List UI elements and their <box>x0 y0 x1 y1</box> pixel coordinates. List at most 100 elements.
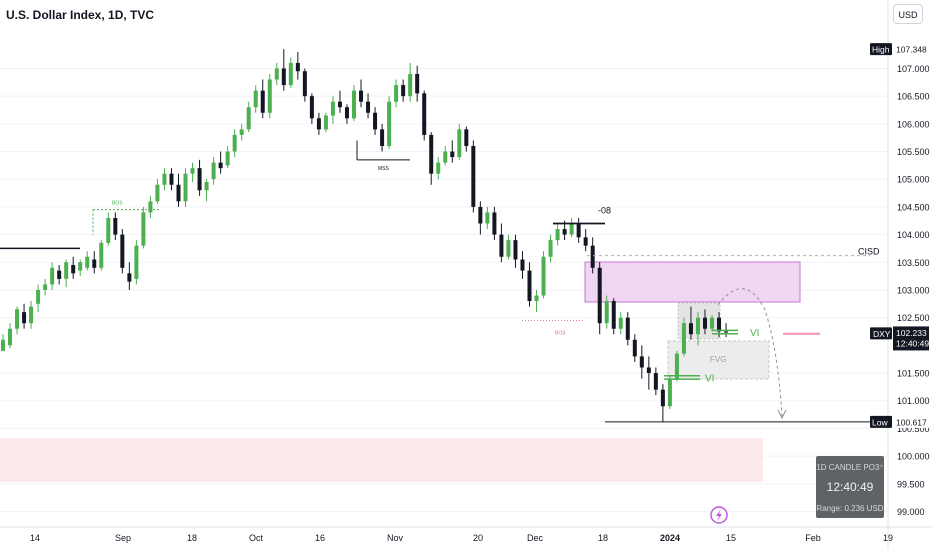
candle <box>513 234 518 268</box>
candle-body <box>527 270 532 302</box>
candle <box>401 79 406 102</box>
candle-body <box>548 240 553 257</box>
candle <box>1 334 5 351</box>
price-axis: 107.000 106.500 106.000 105.500 105.000 104.5… <box>870 0 930 550</box>
candle <box>527 262 532 307</box>
candle-body <box>401 85 406 97</box>
candle-body <box>162 173 167 185</box>
candle-body <box>267 79 272 113</box>
y-tick-label: 104.000 <box>897 230 930 240</box>
candle <box>387 96 392 149</box>
candle-body <box>64 262 69 279</box>
candle-body <box>450 151 455 158</box>
candle <box>674 350 679 382</box>
candle-body <box>141 212 146 246</box>
candle-body <box>1 339 5 351</box>
lightning-icon[interactable] <box>710 506 728 524</box>
candle <box>422 90 427 141</box>
candle <box>337 90 342 113</box>
candle <box>443 145 448 166</box>
bos-label-left: BOS <box>112 201 123 207</box>
candle <box>211 157 216 185</box>
candle-body <box>50 267 55 285</box>
countdown-range: Range: 0.236 USD <box>816 504 884 513</box>
candle <box>457 123 462 160</box>
candle-body <box>499 234 504 257</box>
candle-body <box>253 90 258 108</box>
candle <box>260 79 265 119</box>
current-value-bg <box>893 326 929 351</box>
candle <box>597 262 602 335</box>
candle <box>50 262 55 290</box>
candle-body <box>724 331 729 333</box>
candle-body <box>232 134 237 152</box>
candle-body <box>295 62 300 72</box>
candle <box>548 234 553 263</box>
candle-body <box>415 73 420 94</box>
candle <box>232 129 237 158</box>
candle <box>92 251 97 274</box>
candle-body <box>57 270 62 279</box>
candle-body <box>359 90 364 102</box>
candle-body <box>520 259 525 271</box>
candle <box>302 68 307 102</box>
candle-body <box>246 107 251 130</box>
candle <box>717 312 722 338</box>
x-tick-label: 14 <box>30 533 40 543</box>
candle-body <box>337 101 342 108</box>
candle <box>253 85 258 113</box>
candle <box>57 265 62 285</box>
x-tick-label: 16 <box>315 533 325 543</box>
y-tick-label: 107.000 <box>897 64 930 74</box>
candle <box>450 140 455 163</box>
x-tick-label: 20 <box>473 533 483 543</box>
candle <box>373 107 378 135</box>
bos-label-right: BOS <box>555 330 566 336</box>
currency-button[interactable]: USD <box>893 4 923 24</box>
candle-body <box>323 115 328 130</box>
candle <box>344 104 349 124</box>
x-tick-label: 18 <box>187 533 197 543</box>
candle-body <box>204 181 209 191</box>
candle <box>43 278 48 296</box>
candle <box>288 57 293 88</box>
high-price-tag-value: 107.348 <box>896 45 927 55</box>
candle <box>464 126 469 152</box>
candle-countdown-panel: 1D CANDLE PO3⁺ 12:40:49 Range: 0.236 USD <box>816 456 884 518</box>
annotations: BOS MSS -08 CISD BOS FVG VI VI <box>0 140 880 423</box>
candle-body <box>218 162 223 169</box>
candle-body <box>576 223 581 238</box>
candle <box>646 356 651 390</box>
candle-body <box>590 245 595 268</box>
time-axis: 14 Sep 18 Oct 16 Nov 20 Dec 18 2024 15 Feb 19 <box>0 506 932 543</box>
x-tick-label: Sep <box>115 533 131 543</box>
candle <box>688 306 693 340</box>
candle <box>632 334 637 362</box>
candle-body <box>681 323 686 354</box>
candle <box>471 140 476 213</box>
candle-body <box>155 184 160 202</box>
x-tick-label: Feb <box>805 533 821 543</box>
candle-body <box>22 312 27 324</box>
candle <box>183 168 188 207</box>
candle-body <box>36 289 41 304</box>
y-tick-label: 101.500 <box>897 369 930 379</box>
candle <box>113 212 118 241</box>
candle-body <box>562 229 567 235</box>
candle-body <box>541 256 546 296</box>
candle-body <box>211 162 216 180</box>
candle-body <box>120 234 125 268</box>
y-tick-label: 104.500 <box>897 202 930 212</box>
candle <box>569 217 574 238</box>
candle-body <box>492 212 497 235</box>
y-tick-label: 100.500 <box>897 424 930 434</box>
high-price-tag: High 107.348 <box>870 43 929 56</box>
candle <box>359 79 364 108</box>
candle-body <box>225 151 230 166</box>
candle-body <box>611 301 616 329</box>
candle-body <box>78 262 83 271</box>
supply-zone <box>584 261 801 303</box>
low-price-tag-key: Low <box>872 417 888 427</box>
candle <box>534 289 539 313</box>
